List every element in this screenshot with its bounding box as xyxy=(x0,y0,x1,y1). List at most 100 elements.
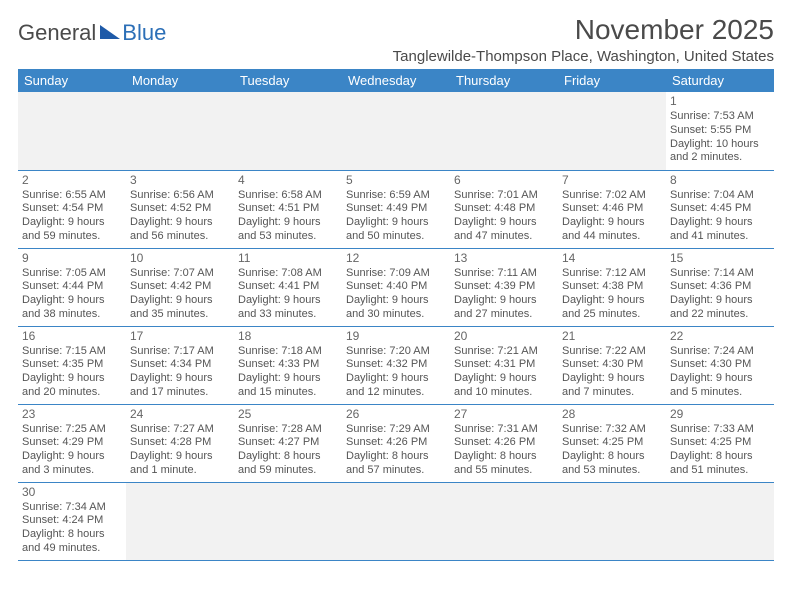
sunset-text: Sunset: 4:52 PM xyxy=(130,202,230,216)
daylight-text-2: and 10 minutes. xyxy=(454,386,554,400)
daylight-text-1: Daylight: 9 hours xyxy=(346,216,446,230)
daylight-text-1: Daylight: 9 hours xyxy=(670,216,770,230)
day-cell-1: 1Sunrise: 7:53 AMSunset: 5:55 PMDaylight… xyxy=(666,92,774,170)
day-cell-30: 30Sunrise: 7:34 AMSunset: 4:24 PMDayligh… xyxy=(18,482,126,560)
daylight-text-2: and 50 minutes. xyxy=(346,230,446,244)
day-cell-12: 12Sunrise: 7:09 AMSunset: 4:40 PMDayligh… xyxy=(342,248,450,326)
empty-cell xyxy=(234,482,342,560)
daylight-text-2: and 12 minutes. xyxy=(346,386,446,400)
daylight-text-1: Daylight: 9 hours xyxy=(130,372,230,386)
empty-cell xyxy=(666,482,774,560)
daylight-text-2: and 41 minutes. xyxy=(670,230,770,244)
daylight-text-1: Daylight: 8 hours xyxy=(562,450,662,464)
day-number: 29 xyxy=(670,407,770,422)
daylight-text-1: Daylight: 9 hours xyxy=(562,294,662,308)
daylight-text-2: and 30 minutes. xyxy=(346,308,446,322)
sunset-text: Sunset: 4:25 PM xyxy=(562,436,662,450)
sunrise-text: Sunrise: 7:09 AM xyxy=(346,267,446,281)
daylight-text-2: and 44 minutes. xyxy=(562,230,662,244)
sunrise-text: Sunrise: 7:15 AM xyxy=(22,345,122,359)
sunrise-text: Sunrise: 6:59 AM xyxy=(346,189,446,203)
calendar-row: 16Sunrise: 7:15 AMSunset: 4:35 PM Dayligh… xyxy=(18,326,774,404)
sunrise-text: Sunrise: 7:28 AM xyxy=(238,423,338,437)
col-friday: Friday xyxy=(558,69,666,92)
empty-cell xyxy=(126,92,234,170)
sunrise-text: Sunrise: 7:17 AM xyxy=(130,345,230,359)
day-cell-26: 26Sunrise: 7:29 AMSunset: 4:26 PMDayligh… xyxy=(342,404,450,482)
sunrise-text: Sunrise: 7:29 AM xyxy=(346,423,446,437)
sunset-text: Sunset: 4:49 PM xyxy=(346,202,446,216)
sunset-text: Sunset: 4:41 PM xyxy=(238,280,338,294)
sunset-text: Sunset: 4:32 PM xyxy=(346,358,446,372)
sunset-text: Sunset: 4:35 PM xyxy=(22,358,122,372)
daylight-text-2: and 5 minutes. xyxy=(670,386,770,400)
calendar-row: 23Sunrise: 7:25 AMSunset: 4:29 PMDayligh… xyxy=(18,404,774,482)
calendar-row: 2Sunrise: 6:55 AMSunset: 4:54 PMDaylight… xyxy=(18,170,774,248)
sunrise-text: Sunrise: 7:53 AM xyxy=(670,110,770,124)
day-number: 20 xyxy=(454,329,554,344)
daylight-text-2: and 53 minutes. xyxy=(238,230,338,244)
daylight-text-1: Daylight: 8 hours xyxy=(22,528,122,542)
col-saturday: Saturday xyxy=(666,69,774,92)
day-cell-25: 25Sunrise: 7:28 AMSunset: 4:27 PMDayligh… xyxy=(234,404,342,482)
daylight-text-2: and 49 minutes. xyxy=(22,542,122,556)
sunset-text: Sunset: 4:40 PM xyxy=(346,280,446,294)
day-number: 16 xyxy=(22,329,122,344)
daylight-text-1: Daylight: 8 hours xyxy=(346,450,446,464)
daylight-text-2: and 38 minutes. xyxy=(22,308,122,322)
logo-text-b: Blue xyxy=(122,20,166,46)
sunrise-text: Sunrise: 7:20 AM xyxy=(346,345,446,359)
daylight-text-2: and 33 minutes. xyxy=(238,308,338,322)
sunset-text: Sunset: 4:30 PM xyxy=(562,358,662,372)
daylight-text-2: and 1 minute. xyxy=(130,464,230,478)
logo: General Blue xyxy=(18,20,166,46)
sunrise-text: Sunrise: 7:33 AM xyxy=(670,423,770,437)
day-number: 26 xyxy=(346,407,446,422)
day-cell-13: 13Sunrise: 7:11 AMSunset: 4:39 PMDayligh… xyxy=(450,248,558,326)
sunset-text: Sunset: 4:25 PM xyxy=(670,436,770,450)
sunrise-text: Sunrise: 7:14 AM xyxy=(670,267,770,281)
sunrise-text: Sunrise: 7:24 AM xyxy=(670,345,770,359)
day-number: 13 xyxy=(454,251,554,266)
daylight-text-2: and 59 minutes. xyxy=(22,230,122,244)
sunrise-text: Sunrise: 7:34 AM xyxy=(22,501,122,515)
day-number: 25 xyxy=(238,407,338,422)
day-cell-24: 24Sunrise: 7:27 AMSunset: 4:28 PMDayligh… xyxy=(126,404,234,482)
empty-cell xyxy=(558,92,666,170)
sunset-text: Sunset: 4:29 PM xyxy=(22,436,122,450)
daylight-text-1: Daylight: 9 hours xyxy=(22,216,122,230)
sunrise-text: Sunrise: 6:55 AM xyxy=(22,189,122,203)
sunset-text: Sunset: 4:42 PM xyxy=(130,280,230,294)
day-cell-11: 11Sunrise: 7:08 AMSunset: 4:41 PMDayligh… xyxy=(234,248,342,326)
day-number: 8 xyxy=(670,173,770,188)
daylight-text-1: Daylight: 9 hours xyxy=(454,372,554,386)
day-number: 5 xyxy=(346,173,446,188)
day-cell-4: 4Sunrise: 6:58 AMSunset: 4:51 PMDaylight… xyxy=(234,170,342,248)
sunrise-text: Sunrise: 6:56 AM xyxy=(130,189,230,203)
day-number: 7 xyxy=(562,173,662,188)
header: General Blue November 2025 Tanglewilde-T… xyxy=(18,14,774,65)
sunset-text: Sunset: 4:45 PM xyxy=(670,202,770,216)
day-cell-14: 14Sunrise: 7:12 AMSunset: 4:38 PMDayligh… xyxy=(558,248,666,326)
col-sunday: Sunday xyxy=(18,69,126,92)
day-number: 11 xyxy=(238,251,338,266)
daylight-text-1: Daylight: 9 hours xyxy=(454,216,554,230)
col-wednesday: Wednesday xyxy=(342,69,450,92)
day-number: 24 xyxy=(130,407,230,422)
day-number: 28 xyxy=(562,407,662,422)
daylight-text-2: and 51 minutes. xyxy=(670,464,770,478)
sunrise-text: Sunrise: 7:02 AM xyxy=(562,189,662,203)
daylight-text-2: and 59 minutes. xyxy=(238,464,338,478)
sunset-text: Sunset: 4:28 PM xyxy=(130,436,230,450)
daylight-text-2: and 22 minutes. xyxy=(670,308,770,322)
sunrise-text: Sunrise: 7:01 AM xyxy=(454,189,554,203)
sunrise-text: Sunrise: 7:04 AM xyxy=(670,189,770,203)
day-cell-23: 23Sunrise: 7:25 AMSunset: 4:29 PMDayligh… xyxy=(18,404,126,482)
daylight-text-2: and 25 minutes. xyxy=(562,308,662,322)
day-cell-2: 2Sunrise: 6:55 AMSunset: 4:54 PMDaylight… xyxy=(18,170,126,248)
sunrise-text: Sunrise: 7:11 AM xyxy=(454,267,554,281)
daylight-text-1: Daylight: 10 hours xyxy=(670,138,770,152)
empty-cell xyxy=(558,482,666,560)
daylight-text-2: and 56 minutes. xyxy=(130,230,230,244)
daylight-text-1: Daylight: 9 hours xyxy=(670,294,770,308)
